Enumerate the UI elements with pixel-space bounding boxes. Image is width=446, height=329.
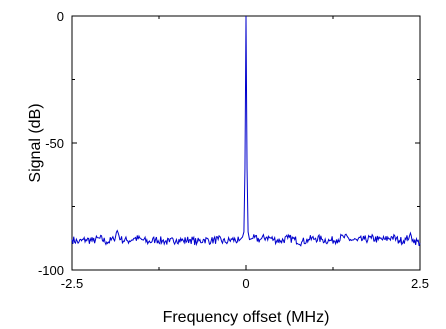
y-tick-label: -50 <box>45 136 64 151</box>
x-tick-label: -2.5 <box>61 276 83 291</box>
y-tick-label: 0 <box>57 9 64 24</box>
x-axis-label: Frequency offset (MHz) <box>163 309 330 326</box>
x-tick-label: 2.5 <box>411 276 429 291</box>
series-line <box>71 15 421 247</box>
axis-tick-labels: -2.5 0 2.5 0 -50 -100 <box>38 9 429 291</box>
y-tick-label: -100 <box>38 263 64 278</box>
x-tick-label: 0 <box>242 276 249 291</box>
y-axis-label: Signal (dB) <box>27 103 44 182</box>
